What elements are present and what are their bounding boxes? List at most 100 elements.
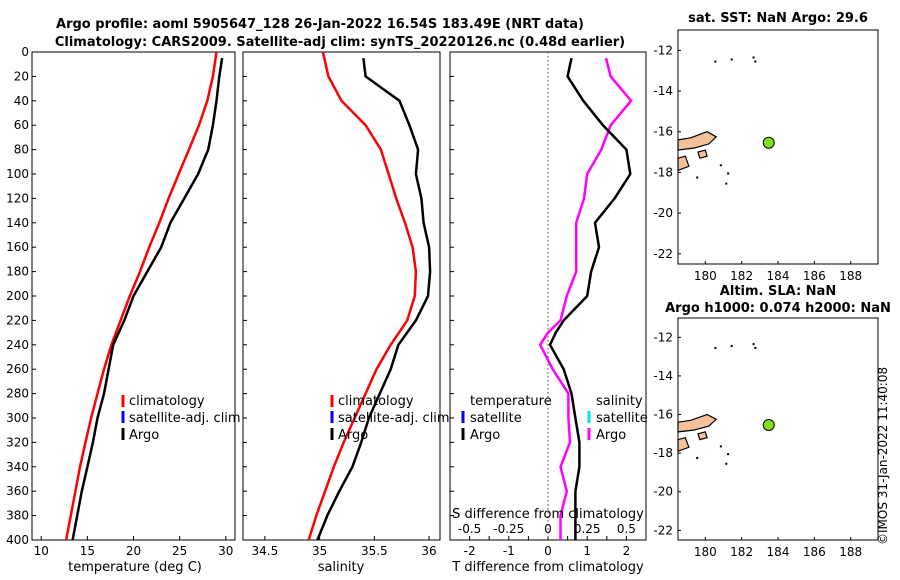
salinity-tick-label: 34.5 <box>252 544 279 558</box>
sst-map-float-marker <box>762 136 775 149</box>
temperature-tick-label: 20 <box>126 544 141 558</box>
depth-tick-label: 360 <box>6 484 29 498</box>
t-difference-argo-line <box>548 57 632 540</box>
s-diff-tick-label: 0.25 <box>574 522 601 536</box>
profile-lines <box>64 51 633 541</box>
salinity-legend: climatology satellite-adj. clim Argo <box>330 394 450 443</box>
legend-title-salinity: salinity <box>596 394 643 409</box>
depth-tick-label: 20 <box>14 69 29 83</box>
sla-map-island <box>696 456 699 459</box>
sst-map-island <box>730 58 733 61</box>
sst-map-island <box>725 182 728 185</box>
depth-tick-label: 400 <box>6 533 29 547</box>
sst-map-lon-tick-label: 186 <box>803 269 826 283</box>
legend-label: climatology <box>338 394 414 409</box>
depth-tick-label: 320 <box>6 435 29 449</box>
depth-tick-label: 0 <box>21 45 29 59</box>
sla-map-lon-tick-label: 180 <box>694 545 717 559</box>
s-diff-tick-label: -0.5 <box>458 522 481 536</box>
sla-map-island <box>727 453 730 456</box>
depth-tick-label: 380 <box>6 509 29 523</box>
sla-map-island <box>725 462 728 465</box>
legend-label: satellite-adj. clim <box>338 411 450 426</box>
depth-tick-label: 200 <box>6 289 29 303</box>
sla-map-lon-tick-label: 186 <box>803 545 826 559</box>
depth-tick-label: 120 <box>6 191 29 205</box>
sst-map-island <box>696 176 699 179</box>
sst-map-land <box>697 149 708 159</box>
salinity-argo-line <box>316 57 432 541</box>
sla-map-subtitle: Argo h1000: 0.074 h2000: NaN <box>665 301 891 316</box>
legend-label: satellite <box>596 411 648 426</box>
sst-map-lon-tick-label: 182 <box>730 269 753 283</box>
sst-map-lat-tick-label: -12 <box>653 43 673 57</box>
salinity-difference-axis: -0.5 -0.25 0 0.25 0.5 <box>458 522 636 536</box>
sla-map-lon-tick-label: 182 <box>730 545 753 559</box>
sla-map-island <box>754 346 757 349</box>
temperature-legend: climatology satellite-adj. clim Argo <box>121 394 241 443</box>
sst-map-land <box>677 131 718 151</box>
sla-map-island <box>730 345 733 348</box>
depth-tick-label: 140 <box>6 216 29 230</box>
sst-map-panel <box>677 29 879 265</box>
salinity-tick-label: 36 <box>421 544 436 558</box>
depth-tick-label: 340 <box>6 460 29 474</box>
sst-map-island <box>754 60 757 63</box>
t-diff-tick-label: 2 <box>623 544 631 558</box>
temperature-tick-label: 25 <box>172 544 187 558</box>
t-diff-tick-label: 1 <box>583 544 591 558</box>
figure-title-line1: Argo profile: aoml 5905647_128 26-Jan-20… <box>56 17 584 32</box>
salinity-tick-label: 35.5 <box>361 544 388 558</box>
sst-map-lat-tick-label: -14 <box>653 84 673 98</box>
sst-map-island <box>714 60 717 63</box>
sst-map-title: sat. SST: NaN Argo: 29.6 <box>688 11 868 26</box>
depth-tick-label: 160 <box>6 240 29 254</box>
sst-map-lon-tick-label: 184 <box>767 269 790 283</box>
depth-tick-label: 260 <box>6 362 29 376</box>
depth-tick-label: 280 <box>6 387 29 401</box>
sla-map-lat-tick-label: -20 <box>653 485 673 499</box>
legend-label: Argo <box>596 428 626 443</box>
s-difference-argo-line <box>538 57 633 540</box>
sla-map-panel <box>677 317 879 541</box>
sst-map-lat-tick-label: -18 <box>653 165 673 179</box>
legend-label: satellite-adj. clim <box>129 411 241 426</box>
sst-map-lat-tick-label: -22 <box>653 247 673 261</box>
sla-map-title: Altim. SLA: NaN <box>720 284 836 299</box>
sst-map-lon-tick-label: 188 <box>839 269 862 283</box>
depth-axis: 0 20 40 60 80 100 120 140 160 180 200 220 240 260 280 3… <box>6 45 454 547</box>
t-difference-xlabel: T difference from climatology <box>451 560 644 575</box>
depth-tick-label: 80 <box>14 143 29 157</box>
legend-label: Argo <box>470 428 500 443</box>
difference-axis: -2 -1 0 1 2 <box>464 52 631 558</box>
sla-map-land <box>697 431 708 441</box>
sla-map-land <box>677 436 690 453</box>
legend-label: Argo <box>338 428 368 443</box>
temperature-climatology-line <box>64 51 218 541</box>
legend-label: Argo <box>129 428 159 443</box>
salinity-tick-label: 35 <box>312 544 327 558</box>
sla-map-lat-tick-label: -14 <box>653 369 673 383</box>
temperature-xlabel: temperature (deg C) <box>68 560 202 575</box>
sla-map-lon-tick-label: 188 <box>839 545 862 559</box>
sst-map-lat-tick-label: -20 <box>653 206 673 220</box>
sst-map-island <box>719 164 722 167</box>
sst-map-lon-tick-label: 180 <box>694 269 717 283</box>
s-difference-xlabel: S difference from climatology <box>452 507 644 522</box>
t-diff-tick-label: -1 <box>503 544 515 558</box>
temperature-tick-label: 10 <box>34 544 49 558</box>
depth-tick-label: 40 <box>14 94 29 108</box>
depth-tick-label: 300 <box>6 411 29 425</box>
sla-map-lat-tick-label: -16 <box>653 408 673 422</box>
temperature-argo-line <box>71 57 224 541</box>
depth-tick-label: 220 <box>6 313 29 327</box>
imos-timestamp: ©IMOS 31-Jan-2022 11:40:08 <box>876 366 890 545</box>
t-diff-tick-label: -2 <box>464 544 476 558</box>
figure-title-line2: Climatology: CARS2009. Satellite-adj cli… <box>55 35 625 50</box>
depth-tick-label: 60 <box>14 118 29 132</box>
legend-label: climatology <box>129 394 205 409</box>
sla-map-lat-tick-label: -12 <box>653 330 673 344</box>
sst-map-land <box>677 155 690 172</box>
t-diff-tick-label: 0 <box>544 544 552 558</box>
